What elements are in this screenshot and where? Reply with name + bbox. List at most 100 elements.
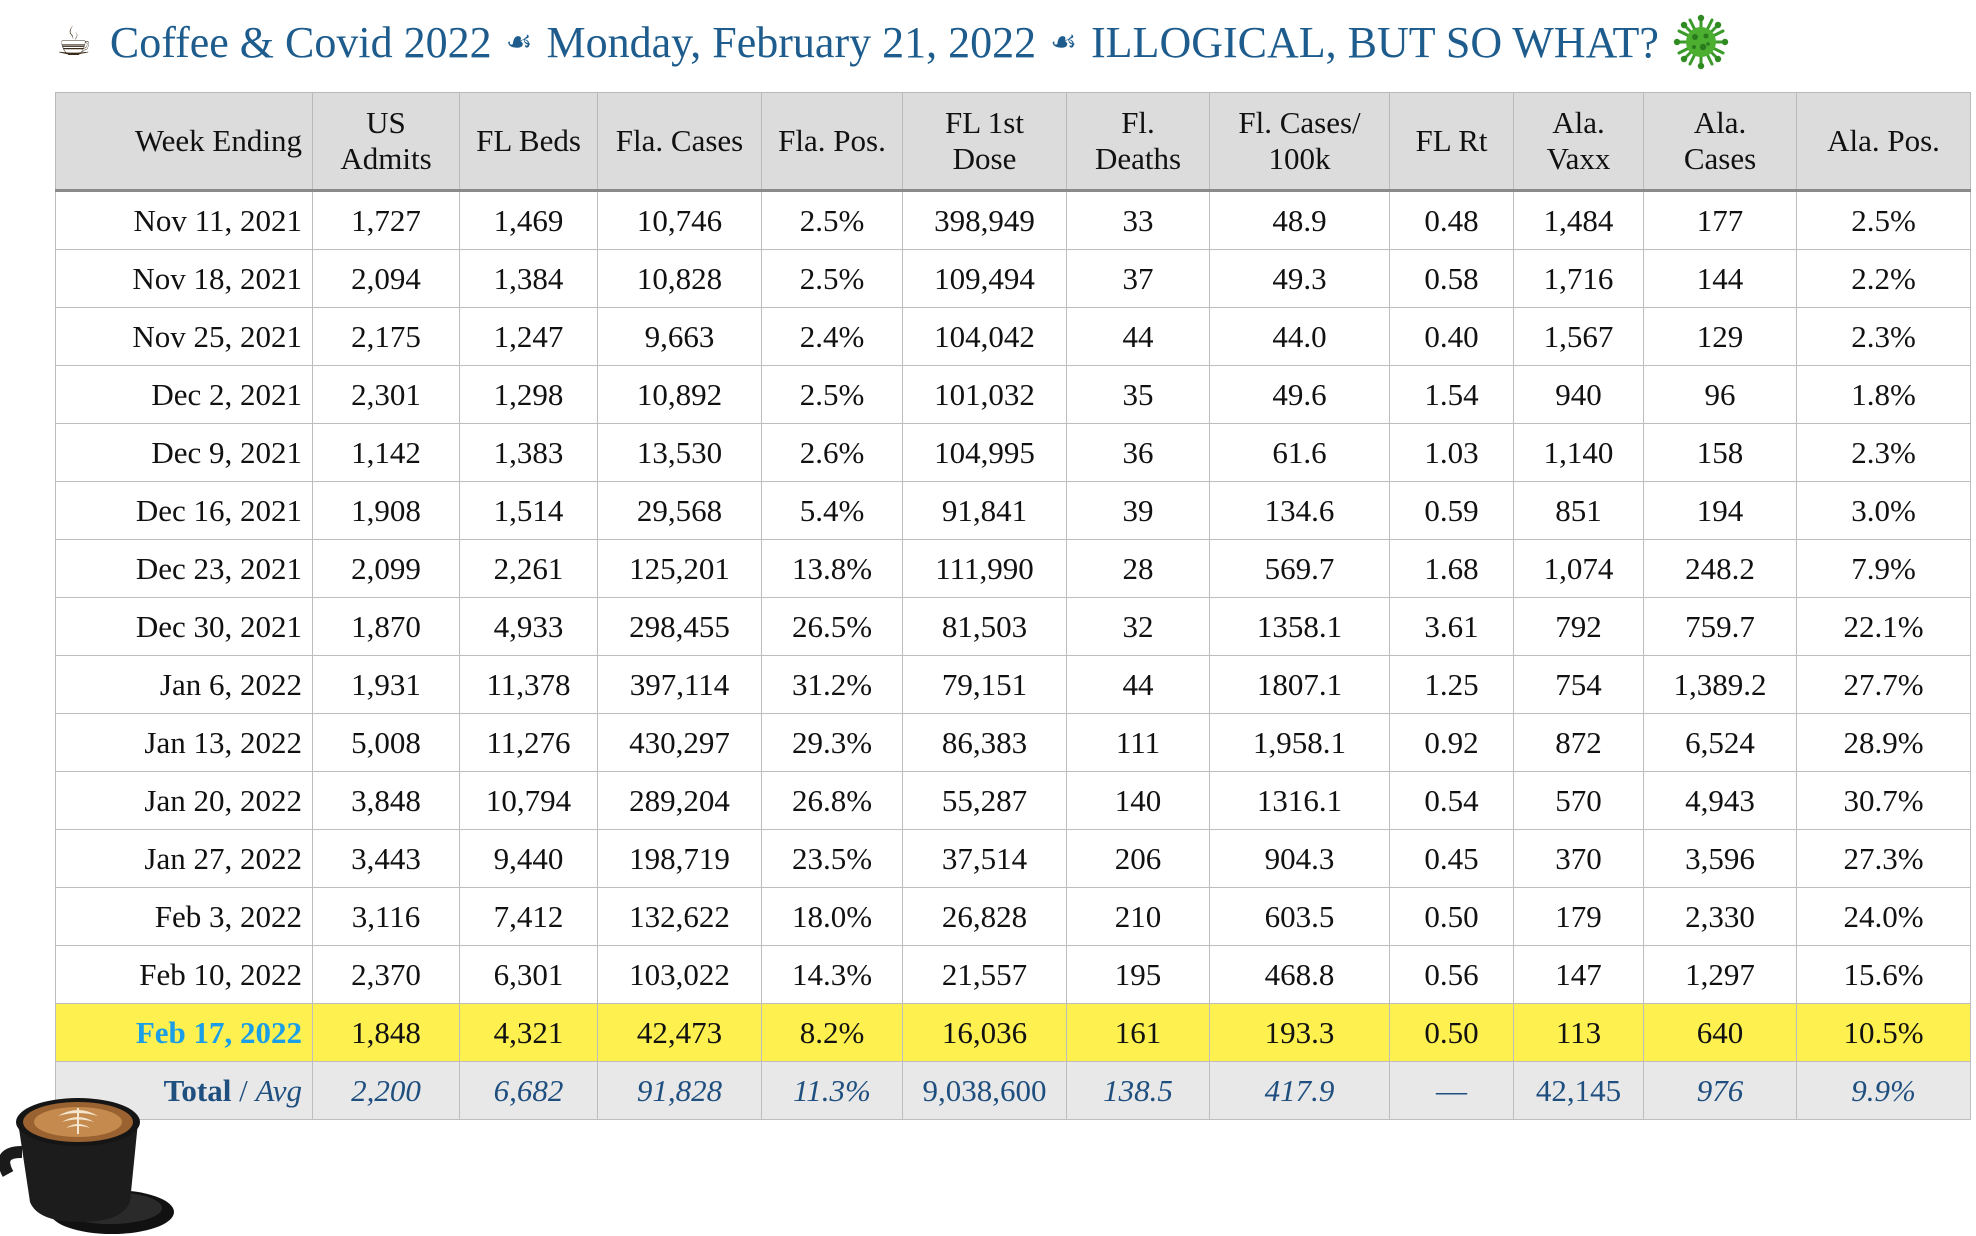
table-cell: 2.3% [1796, 423, 1971, 482]
table-cell: 37,514 [902, 829, 1067, 888]
table-cell: Feb 3, 2022 [55, 887, 313, 946]
table-cell: 144 [1643, 249, 1797, 308]
table-cell: Dec 23, 2021 [55, 539, 313, 598]
table-cell: 44 [1066, 655, 1210, 714]
table-cell: 28.9% [1796, 713, 1971, 772]
table-cell: Jan 6, 2022 [55, 655, 313, 714]
table-cell: 603.5 [1209, 887, 1390, 946]
column-header: FL Beds [459, 92, 598, 192]
table-cell: 24.0% [1796, 887, 1971, 946]
total-label: Total [163, 1072, 232, 1108]
table-row: Dec 16, 2021 1,908 1,514 29,568 5.4% 91,841 39… [55, 481, 1971, 540]
table-cell: 1,716 [1513, 249, 1644, 308]
table-cell: 7,412 [459, 887, 598, 946]
table-cell: 32 [1066, 597, 1210, 656]
table-cell: 1.8% [1796, 365, 1971, 424]
table-cell: 398,949 [902, 190, 1067, 250]
table-cell: 39 [1066, 481, 1210, 540]
table-cell: 0.92 [1389, 713, 1514, 772]
table-cell: 1,567 [1513, 307, 1644, 366]
table-cell: 2.5% [761, 365, 903, 424]
table-cell: 397,114 [597, 655, 762, 714]
table-cell: 2,200 [312, 1061, 460, 1120]
total-row: Total / Avg 2,200 6,682 91,828 11.3% 9,038,60… [55, 1061, 1971, 1120]
table-cell: 27.7% [1796, 655, 1971, 714]
table-cell: 26.5% [761, 597, 903, 656]
table-cell: 0.45 [1389, 829, 1514, 888]
table-cell: 1.03 [1389, 423, 1514, 482]
column-header: Fl. Cases/100k [1209, 92, 1390, 192]
table-cell: 49.3 [1209, 249, 1390, 308]
table-cell: 42,145 [1513, 1061, 1644, 1120]
table-cell: 3,596 [1643, 829, 1797, 888]
table-cell: 370 [1513, 829, 1644, 888]
table-cell: Dec 16, 2021 [55, 481, 313, 540]
table-cell: 147 [1513, 945, 1644, 1004]
table-cell: 194 [1643, 481, 1797, 540]
table-cell: 3.0% [1796, 481, 1971, 540]
table-cell: 179 [1513, 887, 1644, 946]
table-cell: Nov 18, 2021 [55, 249, 313, 308]
table-row: Jan 27, 2022 3,443 9,440 198,719 23.5% 37,514… [55, 829, 1971, 888]
table-cell: 1,908 [312, 481, 460, 540]
table-cell: 158 [1643, 423, 1797, 482]
table-cell: 96 [1643, 365, 1797, 424]
table-cell: 5.4% [761, 481, 903, 540]
table-cell: 104,042 [902, 307, 1067, 366]
table-cell: 26.8% [761, 771, 903, 830]
table-cell: 26,828 [902, 887, 1067, 946]
table-cell: 10,746 [597, 190, 762, 250]
table-cell: 13.8% [761, 539, 903, 598]
table-cell: 6,524 [1643, 713, 1797, 772]
table-cell: 2.4% [761, 307, 903, 366]
column-header: Fla. Pos. [761, 92, 903, 192]
table-cell: 55,287 [902, 771, 1067, 830]
table-cell: 91,828 [597, 1061, 762, 1120]
table-cell: 210 [1066, 887, 1210, 946]
table-cell: 2,370 [312, 945, 460, 1004]
column-header: FL 1st Dose [902, 92, 1067, 192]
highlight-row: Feb 17, 2022 1,848 4,321 42,473 8.2% 16,036 16… [55, 1003, 1971, 1062]
column-header: Ala. Pos. [1796, 92, 1971, 192]
table-row: Dec 23, 2021 2,099 2,261 125,201 13.8% 111,99… [55, 539, 1971, 598]
table-cell: Dec 2, 2021 [55, 365, 313, 424]
table-cell: Nov 11, 2021 [55, 190, 313, 250]
table-cell: 161 [1066, 1003, 1210, 1062]
table-cell: 9,440 [459, 829, 598, 888]
table-row: Jan 13, 2022 5,008 11,276 430,297 29.3% 86,38… [55, 713, 1971, 772]
table-cell: 248.2 [1643, 539, 1797, 598]
table-cell: 0.48 [1389, 190, 1514, 250]
table-cell: 570 [1513, 771, 1644, 830]
total-separator: / [231, 1072, 256, 1108]
table-cell: 195 [1066, 945, 1210, 1004]
table-cell: 4,943 [1643, 771, 1797, 830]
table-cell: 198,719 [597, 829, 762, 888]
table-row: Dec 2, 2021 2,301 1,298 10,892 2.5% 101,032 35… [55, 365, 1971, 424]
table-cell: 177 [1643, 190, 1797, 250]
table-cell: 1,383 [459, 423, 598, 482]
table-cell: 1,297 [1643, 945, 1797, 1004]
title-date: Monday, February 21, 2022 [546, 17, 1037, 67]
table-row: Jan 20, 2022 3,848 10,794 289,204 26.8% 55,28… [55, 771, 1971, 830]
table-cell: 0.40 [1389, 307, 1514, 366]
table-cell: 6,682 [459, 1061, 598, 1120]
table-cell: 91,841 [902, 481, 1067, 540]
table-cell: 31.2% [761, 655, 903, 714]
table-cell: 11.3% [761, 1061, 903, 1120]
table-row: Feb 10, 2022 2,370 6,301 103,022 14.3% 21,557… [55, 945, 1971, 1004]
table-cell: 14.3% [761, 945, 903, 1004]
table-cell: 103,022 [597, 945, 762, 1004]
table-cell: 851 [1513, 481, 1644, 540]
table-cell: 1807.1 [1209, 655, 1390, 714]
table-cell: Jan 20, 2022 [55, 771, 313, 830]
table-cell: 101,032 [902, 365, 1067, 424]
table-cell: 1,931 [312, 655, 460, 714]
table-cell: 569.7 [1209, 539, 1390, 598]
column-header: Fla. Cases [597, 92, 762, 192]
table-cell: 132,622 [597, 887, 762, 946]
table-cell: 1316.1 [1209, 771, 1390, 830]
table-cell: 0.58 [1389, 249, 1514, 308]
table-row: Feb 3, 2022 3,116 7,412 132,622 18.0% 26,828 2… [55, 887, 1971, 946]
coffee-icon: ☕ [56, 19, 92, 65]
table-cell: 11,276 [459, 713, 598, 772]
